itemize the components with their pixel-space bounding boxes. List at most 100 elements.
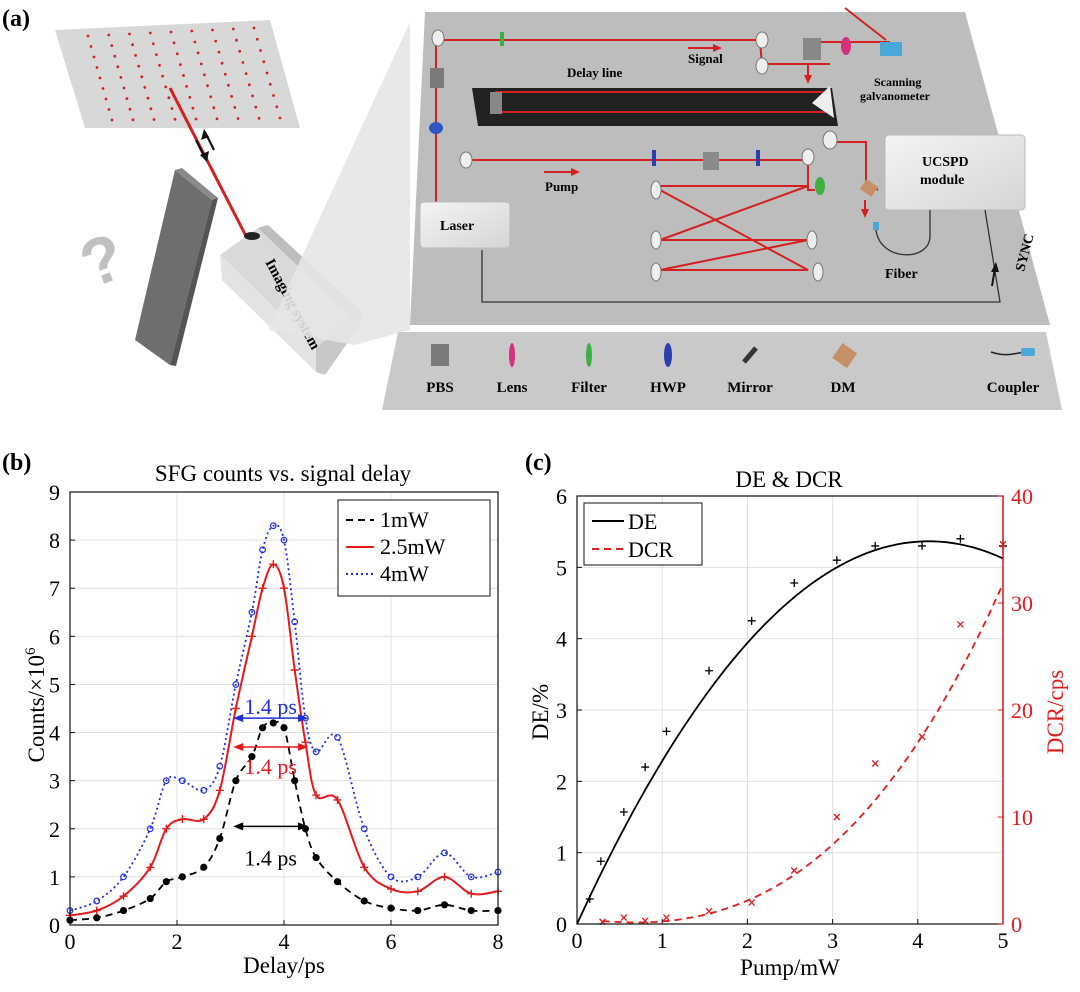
data-point-DCR: [705, 907, 713, 915]
pump-label: Pump: [545, 179, 578, 194]
data-point: [467, 873, 475, 881]
delay-line: Delay line: [472, 65, 838, 126]
target-dot: [211, 28, 214, 32]
legend-item-lens: Lens: [497, 343, 528, 396]
data-point: [280, 584, 288, 593]
data-point: [387, 884, 395, 893]
y-tick-label-right: 0: [1011, 912, 1022, 937]
y-tick-label-right: 20: [1011, 698, 1033, 723]
data-point: [248, 608, 256, 616]
data-point-DCR: [663, 914, 670, 922]
data-point: [93, 914, 101, 922]
legend-box: [583, 502, 703, 566]
data-point: [162, 824, 171, 833]
target-dot: [134, 54, 138, 57]
target-dot: [241, 61, 245, 64]
y-tick-label-left: 6: [556, 484, 567, 509]
legend-label-dm: DM: [831, 380, 856, 396]
fwhm-label: 1.4 ps: [244, 754, 297, 779]
target-dot: [214, 39, 218, 43]
target-dot: [251, 94, 255, 98]
chart-b-xlabel: Delay/ps: [243, 953, 325, 978]
data-point: [467, 889, 476, 898]
target-dot: [107, 33, 111, 37]
target-dot: [212, 106, 216, 110]
target-dot: [223, 72, 227, 76]
scan-beam: [168, 87, 250, 241]
chart-c-xlabel: Pump/mW: [740, 955, 840, 980]
laser-label: Laser: [440, 219, 474, 234]
legend-item-pbs: PBS: [426, 344, 454, 396]
data-point-DE: [956, 534, 965, 543]
x-tick-label: 4: [279, 929, 290, 954]
x-tick-label: 4: [912, 928, 923, 953]
ucspd-module-box: UCSPD module: [884, 134, 1026, 211]
y-tick-label-left: 5: [556, 555, 567, 580]
data-point: [333, 795, 342, 804]
series-line-4mW: [69, 524, 499, 912]
data-point: [178, 815, 187, 824]
y-tick-label: 4: [49, 721, 60, 746]
data-point: [259, 546, 267, 554]
legend-label-1mW: 1mW: [380, 507, 429, 532]
dm-icon: [832, 343, 858, 369]
sync-cable: [481, 209, 1001, 303]
ucspd-label-1: UCSPD: [922, 155, 969, 170]
data-point-DCR: [918, 733, 926, 741]
target-dot: [164, 85, 168, 89]
chart-c-grid: [577, 496, 1003, 924]
data-point-DE: [747, 616, 756, 625]
fwhm-label: 1.4 ps: [244, 694, 297, 719]
data-point: [280, 536, 288, 544]
target-dot: [116, 65, 120, 69]
legend-item-coupler: Coupler: [987, 348, 1040, 396]
chart-c-series: [576, 534, 1007, 926]
chart-b-series: [66, 522, 502, 924]
data-point: [291, 777, 299, 785]
target-dot: [146, 96, 150, 100]
target-dot: [137, 64, 141, 68]
legend-label-lens: Lens: [497, 380, 528, 396]
data-point-DCR: [833, 813, 841, 821]
target-plate: [55, 20, 300, 128]
target-dot: [272, 94, 275, 97]
legend-label-4mW: 4mW: [380, 561, 429, 586]
target-dot: [203, 73, 206, 77]
data-point: [440, 901, 449, 909]
target-dot: [151, 42, 155, 46]
target-dot: [155, 53, 158, 56]
data-point: [269, 522, 277, 530]
data-point: [360, 825, 368, 833]
target-dot: [199, 62, 203, 66]
fwhm-arrowhead-left: [233, 714, 244, 723]
target-dot: [193, 40, 197, 44]
data-point-DE: [871, 541, 880, 550]
data-point: [120, 873, 127, 881]
x-tick-label: 1: [657, 928, 668, 953]
target-dot: [244, 72, 248, 75]
legend-label-filter: Filter: [571, 380, 607, 396]
data-point: [146, 863, 155, 872]
x-tick-label: 8: [493, 929, 504, 954]
data-point: [387, 873, 395, 881]
target-dot: [230, 95, 234, 98]
data-point: [301, 738, 310, 747]
chart-b-ylabel: Counts/×106: [23, 647, 49, 763]
legend-label-pbs: PBS: [426, 380, 454, 396]
target-dot: [259, 49, 262, 52]
fwhm-label: 1.4 ps: [244, 846, 297, 871]
target-dot: [161, 74, 165, 78]
legend-item-mirror: Mirror: [727, 346, 773, 396]
coupler-tip: [1021, 348, 1035, 356]
target-dot: [262, 60, 266, 64]
target-dot: [185, 85, 189, 88]
panel-label-b: (b): [2, 450, 31, 476]
data-point: [360, 897, 368, 905]
data-point-DE: [596, 857, 605, 866]
data-point-DCR: [620, 914, 628, 922]
y-tick-label-right: 10: [1011, 805, 1033, 830]
chart-c-title: DE & DCR: [735, 467, 843, 492]
data-point: [291, 618, 299, 626]
data-point: [312, 748, 320, 756]
